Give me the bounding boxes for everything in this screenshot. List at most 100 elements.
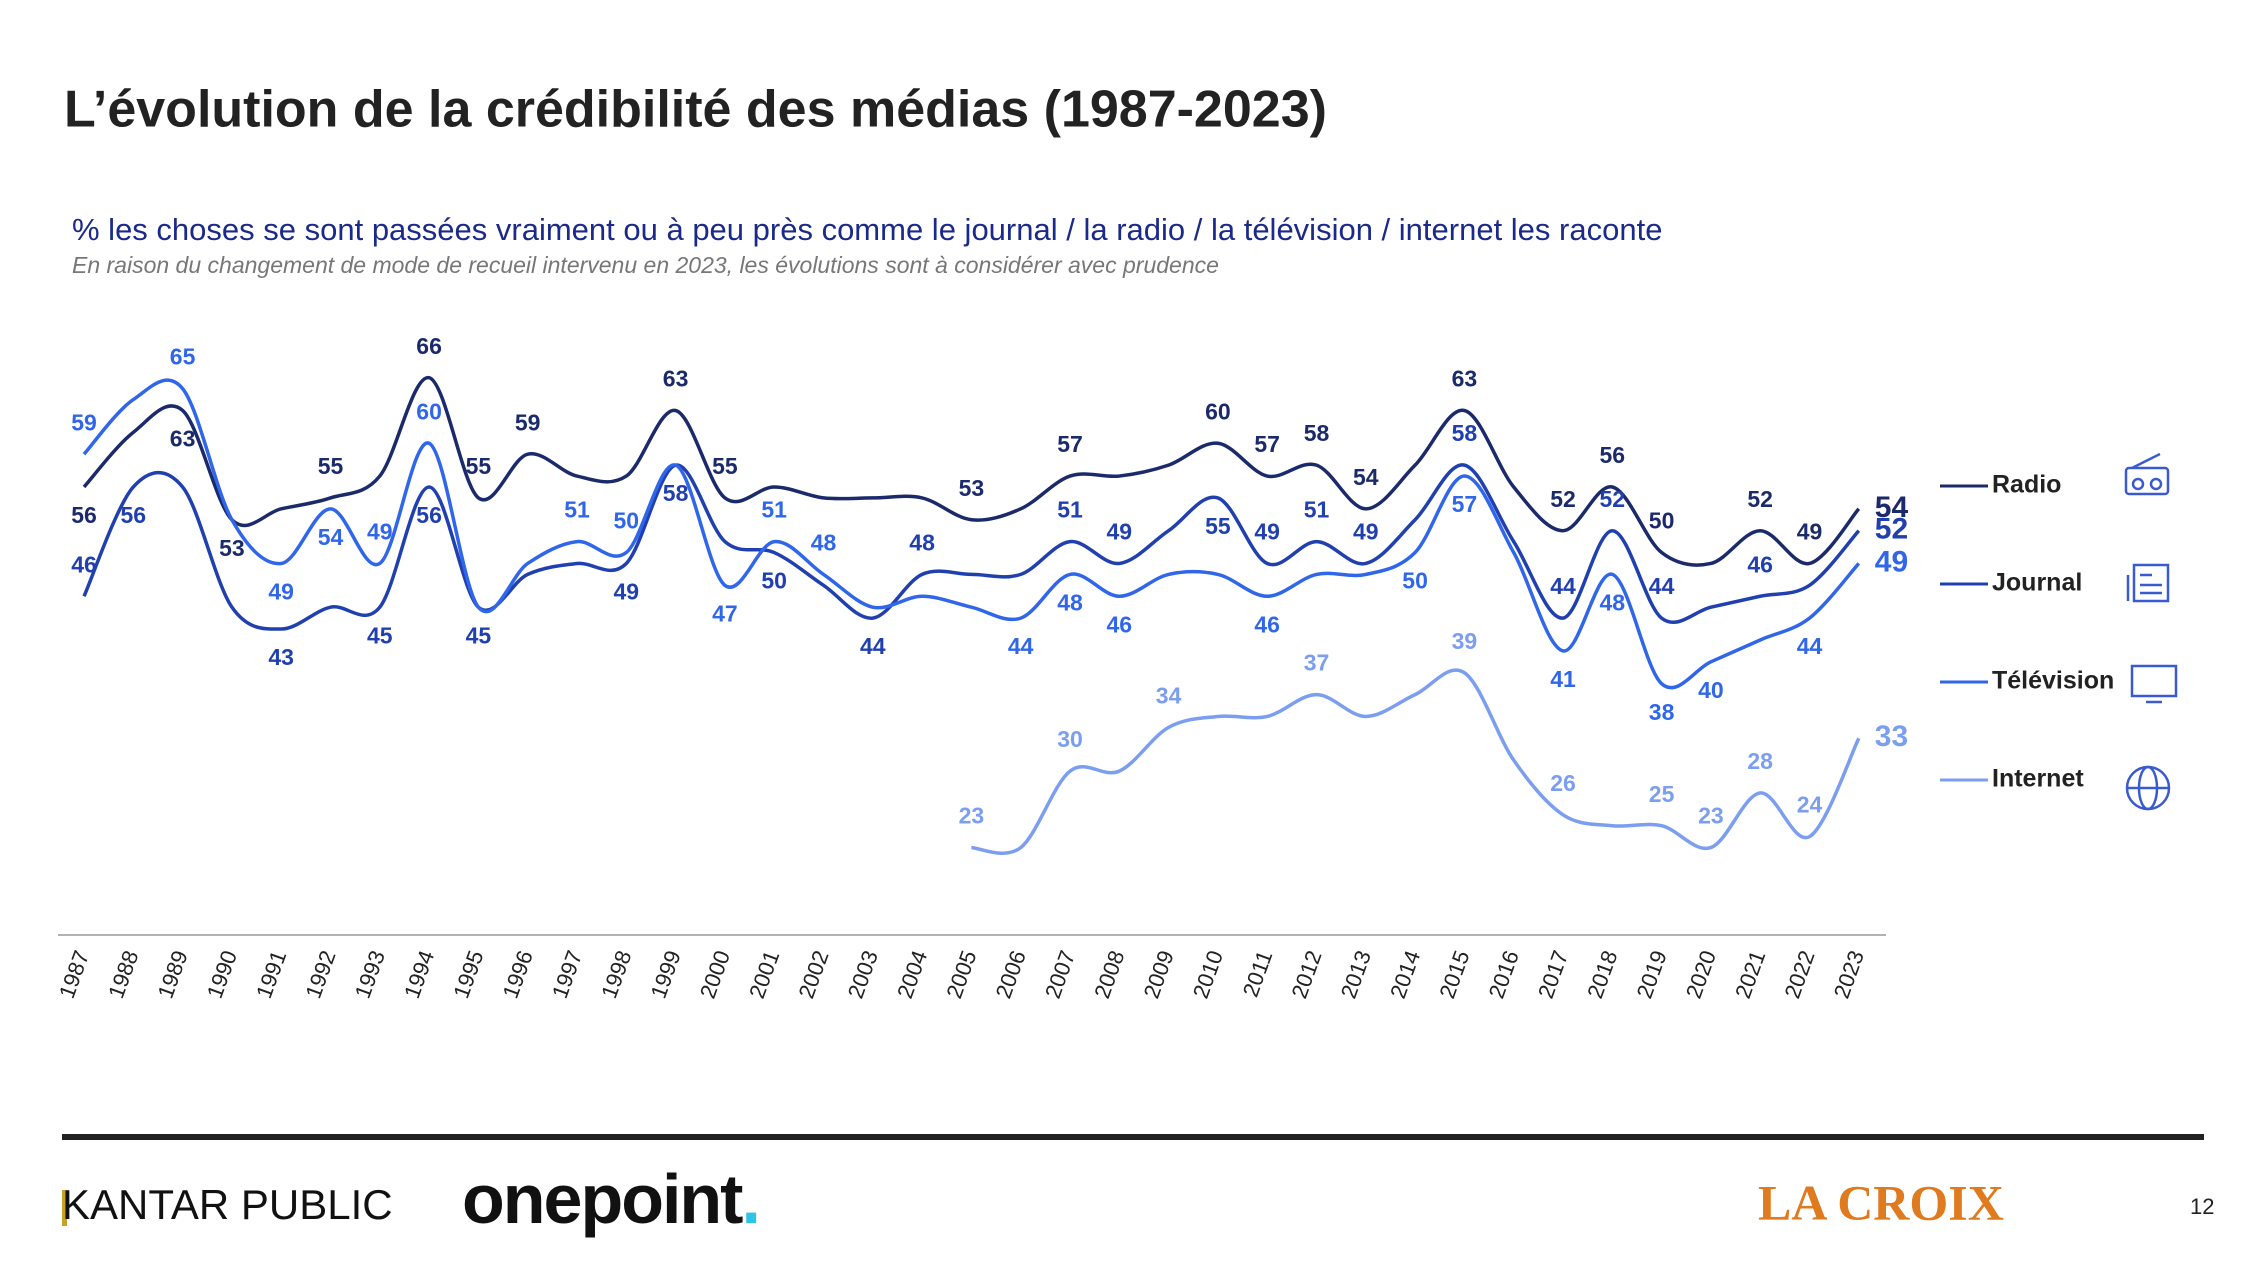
data-label: 56 <box>1600 442 1626 468</box>
data-label: 41 <box>1550 666 1576 692</box>
data-label: 56 <box>416 502 442 528</box>
data-label: 60 <box>416 398 442 424</box>
data-label: 49 <box>367 519 393 545</box>
data-label: 44 <box>860 633 886 659</box>
series-line <box>82 378 1861 690</box>
data-label: 51 <box>1304 497 1330 523</box>
x-tick-label: 2004 <box>892 947 932 1002</box>
legend-label: Internet <box>1992 765 2084 793</box>
data-label: 39 <box>1452 628 1478 654</box>
data-label: 47 <box>712 600 738 626</box>
data-label: 56 <box>71 502 97 528</box>
data-label: 45 <box>367 622 393 648</box>
chart-title: L’évolution de la crédibilité des médias… <box>64 81 1327 139</box>
data-label: 59 <box>515 409 541 435</box>
data-label: 55 <box>1205 513 1231 539</box>
data-label: 53 <box>219 535 245 561</box>
data-label: 48 <box>909 529 935 555</box>
data-label: 63 <box>1452 366 1478 392</box>
partner-dot: . <box>741 1160 758 1238</box>
x-tick-label: 2013 <box>1336 947 1376 1002</box>
data-label: 44 <box>1797 633 1823 659</box>
data-label: 51 <box>1057 497 1083 523</box>
chart-subtitle: % les choses se sont passées vraiment ou… <box>72 212 1662 247</box>
data-label: 48 <box>1057 589 1083 615</box>
data-label: 46 <box>1107 611 1133 637</box>
x-tick-label: 2021 <box>1730 947 1770 1002</box>
x-tick-label: 2023 <box>1829 947 1869 1002</box>
data-label: 50 <box>761 568 787 594</box>
x-tick-label: 2014 <box>1385 947 1425 1002</box>
x-tick-label: 2008 <box>1089 947 1129 1002</box>
x-tick-label: 1996 <box>498 947 538 1002</box>
footer-partner: onepoint. <box>462 1160 759 1238</box>
series-line <box>82 463 1861 631</box>
x-tick-label: 2012 <box>1286 947 1326 1002</box>
data-label: 53 <box>959 475 985 501</box>
data-label: 23 <box>1698 803 1724 829</box>
data-label: 44 <box>1649 573 1675 599</box>
x-tick-label: 1994 <box>399 947 439 1002</box>
legend-label: Journal <box>1992 569 2082 597</box>
data-label: 49 <box>1254 519 1280 545</box>
x-tick-label: 2018 <box>1582 947 1622 1002</box>
x-tick-label: 2011 <box>1238 947 1278 1000</box>
data-label: 48 <box>1600 589 1626 615</box>
x-tick-label: 1999 <box>646 947 686 1002</box>
data-label: 24 <box>1797 792 1823 818</box>
data-label: 23 <box>959 803 985 829</box>
data-label: 45 <box>466 622 492 648</box>
data-label: 57 <box>1452 491 1478 517</box>
x-tick-label: 2019 <box>1632 947 1672 1002</box>
data-label: 46 <box>71 551 97 577</box>
series-line <box>971 668 1861 855</box>
data-label: 55 <box>466 453 492 479</box>
x-tick-label: 1993 <box>350 947 390 1002</box>
x-tick-label: 2017 <box>1533 947 1573 1002</box>
data-label: 55 <box>712 453 738 479</box>
data-label: 51 <box>564 497 590 523</box>
series-line <box>82 375 1861 567</box>
data-label: 46 <box>1254 611 1280 637</box>
data-label: 50 <box>1649 508 1675 534</box>
data-label: 26 <box>1550 770 1576 796</box>
data-label: 56 <box>121 502 147 528</box>
x-tick-label: 2001 <box>744 947 784 1002</box>
x-tick-label: 2020 <box>1681 947 1721 1002</box>
data-label: 54 <box>318 524 344 550</box>
data-label: 49 <box>268 579 294 605</box>
x-tick-label: 2016 <box>1484 947 1524 1002</box>
data-label: 55 <box>318 453 344 479</box>
data-label: 52 <box>1550 486 1576 512</box>
x-tick-label: 1988 <box>103 947 143 1002</box>
legend-label: Télévision <box>1992 667 2114 695</box>
data-label: 63 <box>170 426 196 452</box>
end-label: 33 <box>1875 720 1908 753</box>
x-tick-label: 2002 <box>793 947 833 1002</box>
x-tick-label: 1987 <box>54 947 94 1002</box>
footer-brand: KANTAR PUBLIC <box>62 1181 393 1228</box>
x-tick-label: 1989 <box>153 947 193 1002</box>
data-label: 25 <box>1649 781 1675 807</box>
x-tick-label: 2022 <box>1779 947 1819 1002</box>
legend-icons <box>2124 452 2178 811</box>
data-label: 66 <box>416 333 442 359</box>
page-number: 12 <box>2190 1194 2214 1219</box>
x-tick-label: 1997 <box>547 947 587 1002</box>
data-label: 50 <box>614 508 640 534</box>
data-label: 52 <box>1600 486 1626 512</box>
data-label: 49 <box>1797 519 1823 545</box>
data-label: 65 <box>170 344 196 370</box>
data-label: 44 <box>1550 573 1576 599</box>
x-tick-label: 2006 <box>991 947 1031 1002</box>
data-label: 49 <box>614 579 640 605</box>
data-label: 30 <box>1057 726 1083 752</box>
data-label: 60 <box>1205 398 1231 424</box>
data-label: 34 <box>1156 682 1182 708</box>
data-label: 58 <box>1304 420 1330 446</box>
brand-mark <box>62 1190 67 1226</box>
data-label: 58 <box>663 480 689 506</box>
data-label: 46 <box>1747 551 1773 577</box>
end-label: 52 <box>1875 513 1908 546</box>
